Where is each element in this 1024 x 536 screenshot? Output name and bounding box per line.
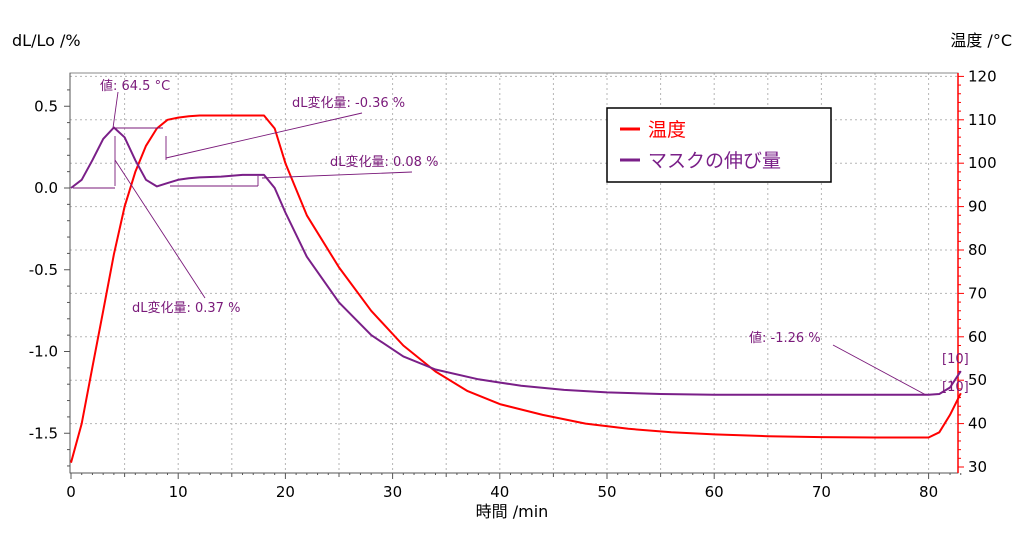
y-right-tick-label: 50 [968,371,987,389]
y-right-tick-label: 110 [968,111,997,129]
annotation-label: 値: 64.5 °C [100,78,170,94]
y-left-tick-label: -1.5 [29,424,58,442]
x-axis: 0 10 20 30 40 50 60 70 80 [66,472,962,501]
temperature-line [70,114,962,463]
annotation-label: dL変化量: 0.37 % [132,300,240,316]
x-tick-label: 50 [597,483,616,501]
annotation-label: dL変化量: 0.08 % [330,154,438,170]
legend: 温度 マスクの伸び量 [606,107,832,183]
x-tick-label: 80 [919,483,938,501]
mask-elongation-line [70,126,962,396]
annotation-leader [112,91,119,129]
x-tick-label: 20 [276,483,295,501]
y-left-axis-title: dL/Lo /% [12,31,81,50]
y-left-tick-label: 0.5 [34,97,58,115]
annotation-label: [10] [942,352,969,367]
x-tick-label: 40 [490,483,509,501]
y-right-tick-label: 80 [968,241,987,259]
annotation-leader [832,344,927,396]
x-axis-title: 時間 /min [476,502,549,521]
y-right-axis: 30 40 50 60 70 80 90 100 110 120 [957,67,997,476]
annotation-leader [114,159,206,299]
annotation-leader [165,112,363,159]
y-left-tick-label: -1.0 [29,343,58,361]
y-right-axis-title: 温度 /°C [950,31,1012,50]
y-left-tick-label: 0.0 [34,179,58,197]
x-tick-label: 30 [383,483,402,501]
x-tick-label: 10 [169,483,188,501]
x-tick-label: 60 [705,483,724,501]
y-left-axis: 0.5 0.0 -0.5 -1.0 -1.5 [29,73,71,473]
y-right-tick-label: 30 [968,458,987,476]
y-right-tick-label: 90 [968,198,987,216]
series-lines [70,114,962,463]
annotation-leader [261,171,413,179]
y-right-tick-label: 40 [968,415,987,433]
legend-label-temperature: 温度 [648,119,686,141]
y-right-tick-label: 60 [968,328,987,346]
x-tick-label: 70 [812,483,831,501]
annotations: 値: 64.5 °C dL変化量: -0.36 % dL変化量: 0.08 % dL変… [73,78,969,396]
y-left-tick-label: -0.5 [29,261,58,279]
annotation-label: 値: -1.26 % [749,330,821,346]
y-right-tick-label: 100 [968,154,997,172]
x-tick-label: 0 [66,483,76,501]
legend-label-mask: マスクの伸び量 [648,150,781,172]
y-right-tick-label: 70 [968,284,987,302]
annotation-label: [10] [942,380,969,395]
annotation-label: dL変化量: -0.36 % [292,95,405,111]
y-right-tick-label: 120 [968,67,997,85]
legend-box [606,107,832,183]
